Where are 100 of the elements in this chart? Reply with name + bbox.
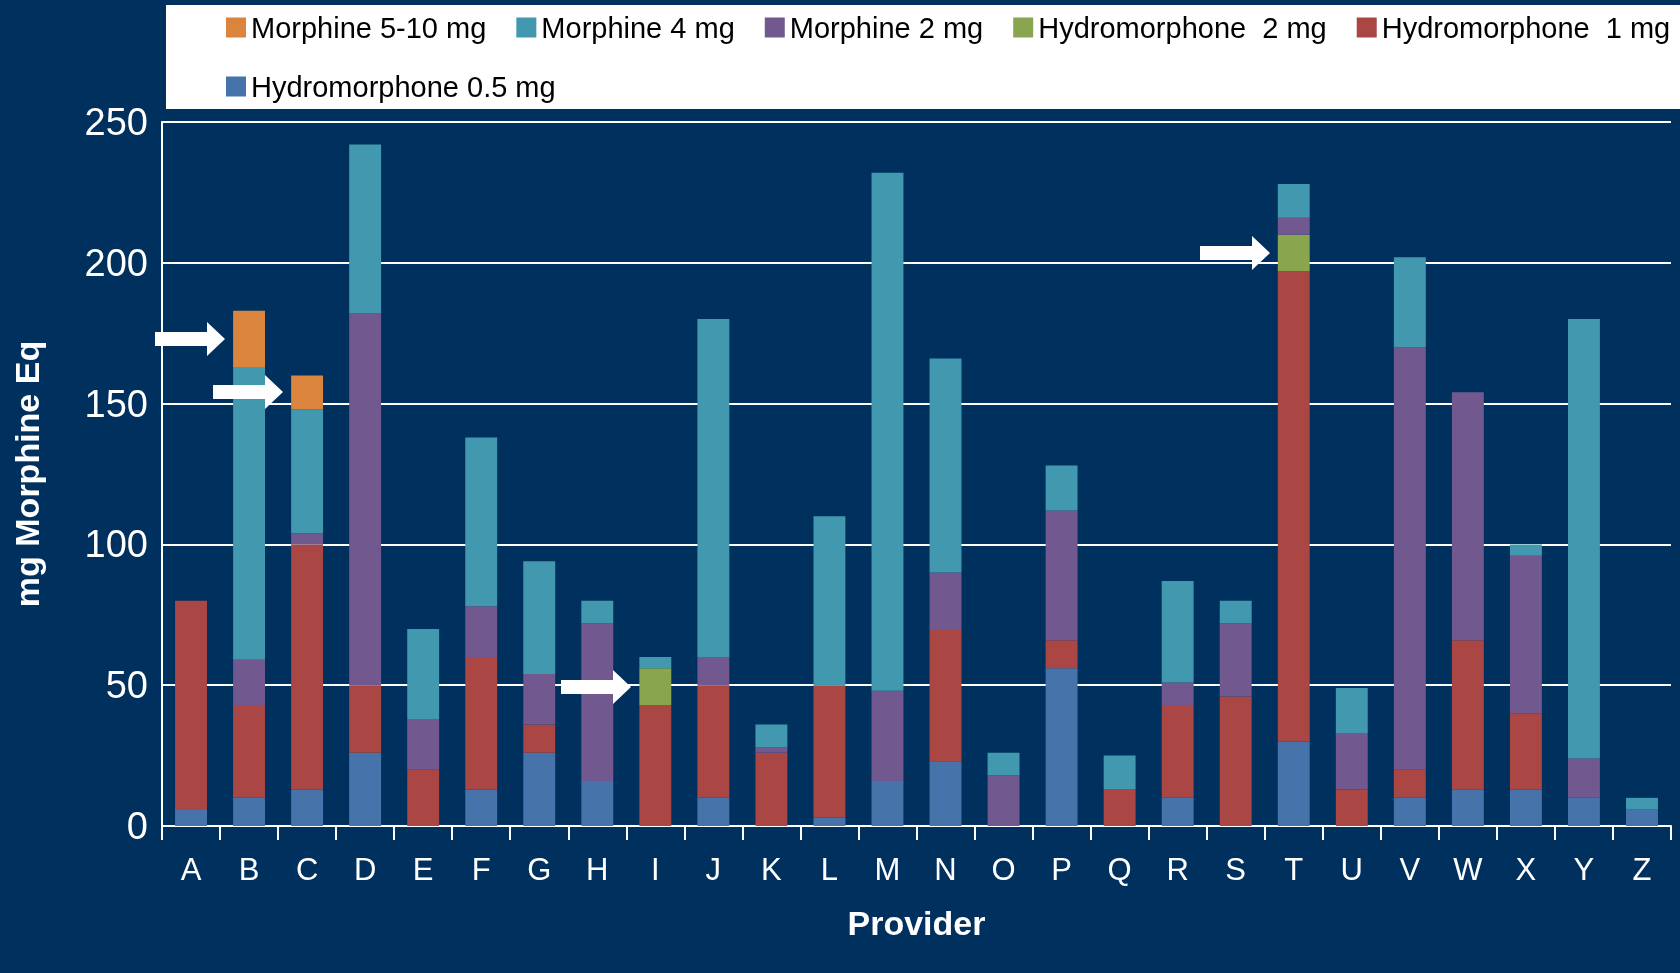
bar bbox=[1277, 183, 1310, 218]
bar bbox=[1103, 789, 1136, 826]
x-tick-label: O bbox=[991, 852, 1016, 887]
x-tick-label: U bbox=[1340, 852, 1363, 887]
bar bbox=[465, 657, 498, 790]
bar bbox=[1335, 789, 1368, 826]
bar bbox=[871, 690, 904, 781]
bar bbox=[581, 780, 614, 826]
bar bbox=[1509, 544, 1542, 556]
y-axis-title: mg Morphine Eq bbox=[8, 340, 46, 608]
x-tick-label: L bbox=[820, 852, 839, 887]
bar bbox=[523, 724, 556, 753]
bar bbox=[1277, 271, 1310, 742]
bar bbox=[813, 516, 846, 686]
bar bbox=[1045, 510, 1078, 641]
bar bbox=[523, 673, 556, 725]
bar bbox=[233, 310, 266, 367]
bar bbox=[291, 544, 324, 790]
bar bbox=[1045, 668, 1078, 826]
bar bbox=[465, 606, 498, 658]
x-tick-label: N bbox=[934, 852, 957, 887]
y-tick-label: 200 bbox=[84, 241, 148, 284]
y-tick-label: 250 bbox=[84, 101, 148, 143]
bar bbox=[1393, 257, 1426, 348]
bar bbox=[407, 718, 440, 770]
bar bbox=[929, 572, 962, 629]
bar bbox=[755, 724, 788, 748]
bar bbox=[291, 789, 324, 826]
bar bbox=[697, 657, 730, 686]
bar bbox=[1626, 809, 1658, 826]
bar bbox=[349, 685, 382, 753]
bar bbox=[175, 809, 207, 826]
x-tick-label: I bbox=[651, 852, 660, 887]
bar bbox=[639, 657, 672, 669]
bar bbox=[1393, 347, 1426, 770]
legend-label: Morphine 4 mg bbox=[541, 11, 735, 44]
bar bbox=[291, 533, 324, 545]
bar bbox=[929, 761, 962, 826]
x-tick-label: W bbox=[1453, 852, 1484, 887]
bar bbox=[1509, 713, 1542, 790]
bar bbox=[929, 628, 962, 762]
bar bbox=[1161, 797, 1194, 826]
bar bbox=[233, 659, 266, 705]
bar bbox=[1277, 741, 1310, 826]
bar bbox=[871, 172, 904, 691]
legend-label: Morphine 2 mg bbox=[789, 11, 984, 44]
bar bbox=[581, 600, 614, 624]
y-tick-label: 150 bbox=[84, 382, 148, 425]
bar bbox=[1393, 769, 1426, 798]
bar bbox=[1567, 758, 1600, 798]
bar bbox=[349, 313, 382, 686]
bar bbox=[697, 797, 730, 826]
y-tick-label: 100 bbox=[84, 523, 148, 566]
bar bbox=[755, 747, 788, 753]
bar bbox=[1509, 789, 1542, 826]
x-axis-title: Provider bbox=[847, 904, 986, 942]
bar bbox=[407, 769, 440, 826]
bar bbox=[1045, 640, 1078, 669]
bar bbox=[1277, 217, 1310, 235]
x-tick-label: C bbox=[295, 852, 319, 887]
bar bbox=[1451, 789, 1484, 826]
bar bbox=[1393, 797, 1426, 826]
bar bbox=[233, 704, 266, 798]
bar bbox=[465, 437, 498, 607]
x-tick-label: R bbox=[1166, 852, 1189, 887]
bar bbox=[697, 685, 730, 798]
bar bbox=[1335, 688, 1368, 734]
bar bbox=[987, 775, 1020, 826]
bar bbox=[639, 668, 672, 705]
x-tick-label: M bbox=[874, 852, 901, 887]
legend-label: Hydromorphone 1 mg bbox=[1381, 11, 1671, 44]
bar bbox=[813, 685, 846, 818]
bar bbox=[291, 409, 324, 534]
x-tick-label: B bbox=[238, 852, 260, 887]
x-tick-label: E bbox=[412, 852, 434, 887]
bar bbox=[987, 752, 1020, 776]
x-tick-label: K bbox=[761, 852, 783, 887]
bar bbox=[929, 358, 962, 573]
bar bbox=[349, 752, 382, 826]
bar bbox=[1509, 555, 1542, 714]
bar bbox=[1161, 581, 1194, 683]
bar bbox=[639, 704, 672, 826]
y-tick-label: 0 bbox=[126, 805, 148, 847]
x-tick-label: D bbox=[353, 852, 377, 887]
y-tick-label: 50 bbox=[105, 664, 148, 707]
x-tick-label: F bbox=[471, 852, 491, 887]
x-tick-label: X bbox=[1515, 852, 1537, 887]
bar bbox=[407, 628, 440, 719]
bar bbox=[1277, 234, 1310, 272]
bar bbox=[697, 319, 730, 658]
bar bbox=[1567, 797, 1600, 826]
bar bbox=[1451, 392, 1484, 641]
x-tick-label: Z bbox=[1632, 852, 1652, 887]
bar bbox=[175, 600, 207, 810]
bar bbox=[1626, 797, 1658, 810]
bar bbox=[813, 817, 846, 826]
x-tick-label: G bbox=[527, 852, 552, 887]
bar bbox=[755, 752, 788, 826]
legend-label: Hydromorphone 2 mg bbox=[1038, 11, 1327, 44]
bar bbox=[523, 561, 556, 674]
